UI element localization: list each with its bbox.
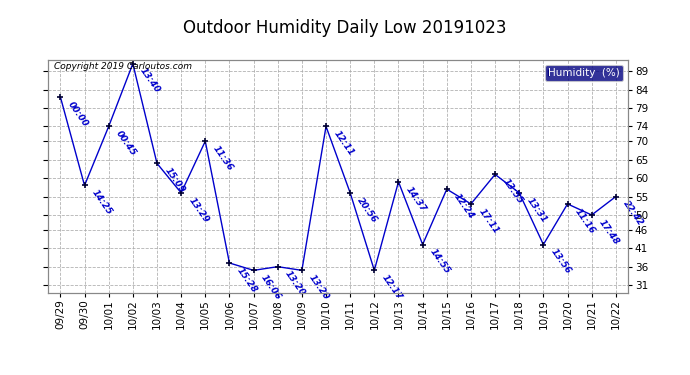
Text: 12:11: 12:11 — [332, 129, 355, 158]
Text: 13:40: 13:40 — [139, 66, 162, 95]
Text: 17:11: 17:11 — [477, 207, 500, 236]
Text: 14:25: 14:25 — [90, 188, 114, 217]
Text: Copyright 2019 Carloutos.com: Copyright 2019 Carloutos.com — [54, 62, 192, 71]
Text: 20:56: 20:56 — [356, 196, 380, 224]
Text: 12:24: 12:24 — [453, 192, 476, 220]
Text: 00:00: 00:00 — [66, 100, 90, 128]
Text: 13:20: 13:20 — [284, 270, 307, 298]
Text: 00:45: 00:45 — [115, 129, 138, 158]
Text: 15:09: 15:09 — [163, 166, 186, 195]
Text: 15:28: 15:28 — [235, 266, 259, 294]
Text: Outdoor Humidity Daily Low 20191023: Outdoor Humidity Daily Low 20191023 — [184, 19, 506, 37]
Text: 13:29: 13:29 — [187, 196, 210, 224]
Text: 22:42: 22:42 — [622, 200, 645, 228]
Text: 13:55: 13:55 — [501, 177, 524, 206]
Text: 14:55: 14:55 — [428, 247, 452, 276]
Text: 14:37: 14:37 — [404, 184, 428, 213]
Text: 13:56: 13:56 — [549, 247, 573, 276]
Text: 17:48: 17:48 — [598, 218, 621, 246]
Text: 13:31: 13:31 — [525, 196, 549, 224]
Text: 11:36: 11:36 — [211, 144, 235, 172]
Text: 12:17: 12:17 — [380, 273, 404, 302]
Text: 11:16: 11:16 — [573, 207, 597, 236]
Text: 16:06: 16:06 — [259, 273, 283, 302]
Text: 13:20: 13:20 — [308, 273, 331, 302]
Legend: Humidity  (%): Humidity (%) — [544, 65, 622, 81]
